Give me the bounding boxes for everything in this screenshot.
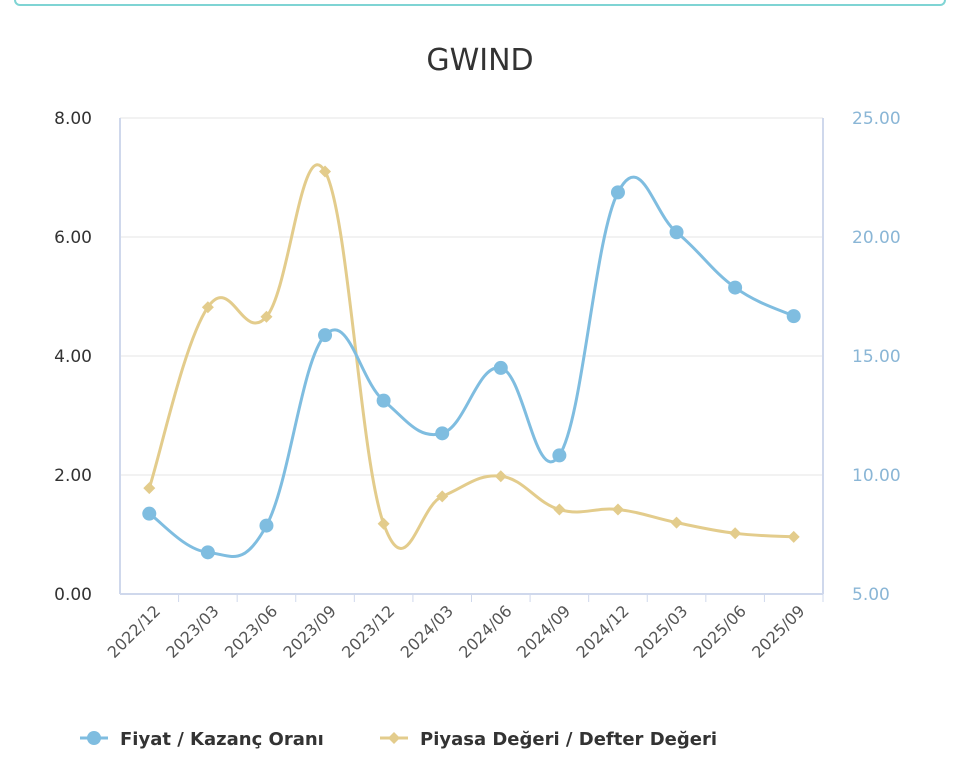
pb-ratio-line — [147, 163, 794, 550]
pe-ratio-point[interactable] — [142, 506, 157, 521]
x-tick-label: 2025/03 — [631, 601, 691, 661]
pe-ratio-point[interactable] — [552, 448, 567, 463]
legend-label: Piyasa Değeri / Defter Değeri — [420, 729, 717, 750]
pe-ratio-point[interactable] — [435, 426, 450, 441]
legend-circle-marker — [87, 731, 101, 745]
series-layer — [142, 163, 801, 560]
pb-ratio-point[interactable] — [377, 517, 390, 530]
x-tick-label: 2023/06 — [221, 601, 281, 661]
x-tick-label: 2022/12 — [104, 601, 164, 661]
y-left-tick-label: 0.00 — [54, 585, 92, 605]
y-right-tick-label: 20.00 — [852, 228, 901, 248]
x-tick-label: 2023/12 — [338, 601, 398, 661]
pb-ratio-point[interactable] — [670, 516, 683, 529]
x-tick-label: 2023/09 — [279, 601, 339, 661]
legend-diamond-marker — [388, 732, 400, 744]
grid-lines — [120, 117, 823, 595]
pb-ratio-point[interactable] — [319, 165, 332, 178]
legend-item-pb-ratio[interactable]: Piyasa Değeri / Defter Değeri — [380, 729, 717, 750]
chart-title: GWIND — [426, 43, 533, 78]
y-right-tick-label: 5.00 — [852, 585, 890, 605]
pb-ratio-point[interactable] — [611, 503, 624, 516]
pe-ratio-point[interactable] — [728, 280, 743, 295]
pe-ratio-point[interactable] — [786, 309, 801, 324]
pb-ratio-point[interactable] — [787, 530, 800, 543]
y-right-tick-label: 25.00 — [852, 109, 901, 129]
x-tick-label: 2024/12 — [572, 601, 632, 661]
y-right-tick-label: 15.00 — [852, 347, 901, 367]
pe-ratio-point[interactable] — [200, 545, 215, 560]
pe-ratio-point[interactable] — [610, 185, 625, 200]
pb-ratio-point[interactable] — [494, 470, 507, 483]
y-right-tick-label: 10.00 — [852, 466, 901, 486]
pe-ratio-point[interactable] — [376, 393, 391, 408]
pb-ratio-point[interactable] — [201, 301, 214, 314]
x-tick-label: 2025/09 — [748, 601, 808, 661]
x-tick-label: 2024/09 — [514, 601, 574, 661]
x-tick-label: 2025/06 — [690, 601, 750, 661]
y-left-tick-label: 8.00 — [54, 109, 92, 129]
x-tick-label: 2024/06 — [455, 601, 515, 661]
legend[interactable]: Fiyat / Kazanç Oranı Piyasa Değeri / Deft… — [80, 729, 717, 750]
pb-ratio-point[interactable] — [436, 490, 449, 503]
pb-ratio-point[interactable] — [143, 482, 156, 495]
panel-top-border — [14, 0, 946, 6]
legend-item-pe-ratio[interactable]: Fiyat / Kazanç Oranı — [80, 729, 324, 750]
y-left-tick-label: 6.00 — [54, 228, 92, 248]
pb-ratio-point[interactable] — [729, 527, 742, 540]
y-left-tick-label: 4.00 — [54, 347, 92, 367]
pe-ratio-point[interactable] — [493, 360, 508, 375]
pe-ratio-point[interactable] — [669, 225, 684, 240]
pb-ratio-point[interactable] — [260, 310, 273, 323]
pe-ratio-line — [148, 175, 795, 558]
pe-ratio-point[interactable] — [259, 518, 274, 533]
y-left-tick-label: 2.00 — [54, 466, 92, 486]
x-tick-label: 2023/03 — [162, 601, 222, 661]
pe-ratio-point[interactable] — [318, 328, 333, 343]
x-tick-label: 2024/03 — [397, 601, 457, 661]
pb-ratio-point[interactable] — [553, 503, 566, 516]
legend-label: Fiyat / Kazanç Oranı — [120, 729, 324, 750]
